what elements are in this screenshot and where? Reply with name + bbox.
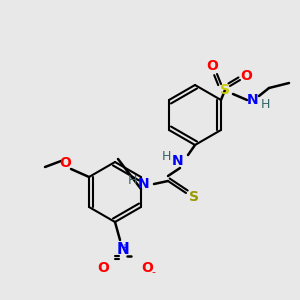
Text: O: O: [141, 261, 153, 275]
Text: -: -: [151, 267, 155, 277]
Text: N: N: [117, 242, 129, 257]
Text: O: O: [59, 156, 71, 170]
Text: H: H: [127, 173, 137, 187]
Text: O: O: [97, 261, 109, 275]
Text: S: S: [189, 190, 199, 204]
Text: O: O: [240, 69, 252, 83]
Text: H: H: [161, 151, 171, 164]
Text: +: +: [120, 243, 128, 253]
Text: S: S: [220, 83, 230, 97]
Text: H: H: [260, 98, 270, 110]
Text: N: N: [172, 154, 184, 168]
Text: N: N: [247, 93, 259, 107]
Text: N: N: [138, 177, 150, 191]
Text: O: O: [206, 59, 218, 73]
